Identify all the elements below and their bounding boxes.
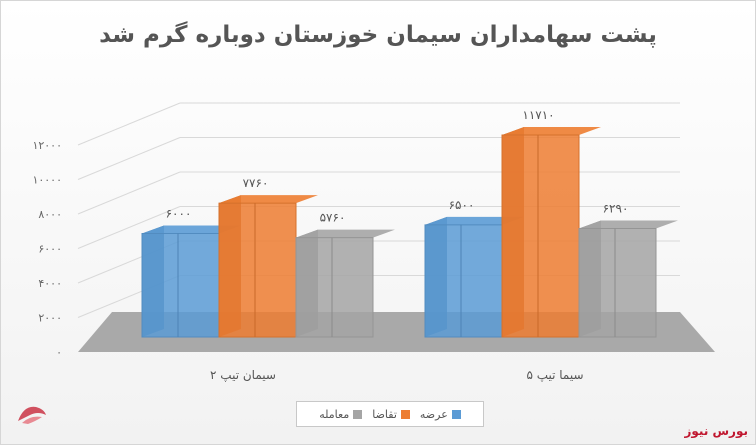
y-tick-label: ۶۰۰۰ [38,243,62,256]
legend-swatch-trade [353,409,363,419]
data-label: ۶۵۰۰ [449,198,475,212]
boursenews-logo [18,406,46,424]
category-labels: سیمان تیپ ۲ سیما تیپ ۵ [210,368,584,382]
gridline-diagonal [77,171,181,215]
bar [578,220,678,338]
legend-label-demand: تقاضا [372,407,397,421]
bar-top [219,195,318,204]
bar-front [295,237,374,338]
brand-watermark: بورس نیوز [684,424,748,438]
legend: عرضه تقاضا معامله [296,401,484,427]
bar-top [579,220,678,229]
legend-label-supply: عرضه [419,407,448,421]
gridline-diagonal [77,137,181,180]
y-tick-label: ۸۰۰۰ [38,208,62,221]
y-tick-label: ۴۰۰۰ [38,277,62,290]
bars [141,127,678,338]
legend-label-trade: معامله [319,407,350,421]
bar [295,229,395,338]
bar-front [501,134,580,338]
bar [141,225,241,338]
chart-title: پشت سهامداران سیمان خوزستان دوباره گرم ش… [99,22,657,48]
bar-front [218,202,297,338]
category-label: سیما تیپ ۵ [526,368,583,382]
bar-top [142,225,241,234]
data-label: ۱۱۷۱۰ [522,108,554,122]
legend-swatch-demand [400,409,410,419]
data-label: ۵۷۶۰ [320,211,346,225]
legend-item-supply: عرضه [420,408,461,421]
legend-swatch-supply [451,409,461,419]
bar [218,195,318,338]
bar-front [424,224,503,338]
data-label: ۶۲۹۰ [603,201,629,215]
bar-front [578,227,657,338]
bar-front [141,233,220,338]
y-axis-ticks: ۰ ۲۰۰۰ ۴۰۰۰ ۶۰۰۰ ۸۰۰۰ ۱۰۰۰۰ ۱۲۰۰۰ [32,139,62,359]
gridline-diagonal [77,206,181,249]
bar-top [296,229,395,238]
gridline-diagonal [77,102,181,146]
y-tick-label: ۲۰۰۰ [38,312,62,325]
bar-top [502,127,601,136]
data-label: ۶۰۰۰ [166,207,192,221]
y-tick-label: ۱۲۰۰۰ [32,139,62,152]
bar [424,216,524,338]
legend-item-demand: تقاضا [372,408,410,421]
y-tick-label: ۰ [56,346,62,359]
data-labels: ۶۰۰۰ ۷۷۶۰ ۵۷۶۰ ۶۵۰۰ ۱۱۷۱۰ ۶۲۹۰ [166,108,629,225]
bar-top [425,216,524,225]
bar [501,127,601,338]
data-label: ۷۷۶۰ [243,176,269,190]
legend-item-trade: معامله [319,407,363,421]
category-label: سیمان تیپ ۲ [210,368,276,382]
y-tick-label: ۱۰۰۰۰ [32,174,62,187]
